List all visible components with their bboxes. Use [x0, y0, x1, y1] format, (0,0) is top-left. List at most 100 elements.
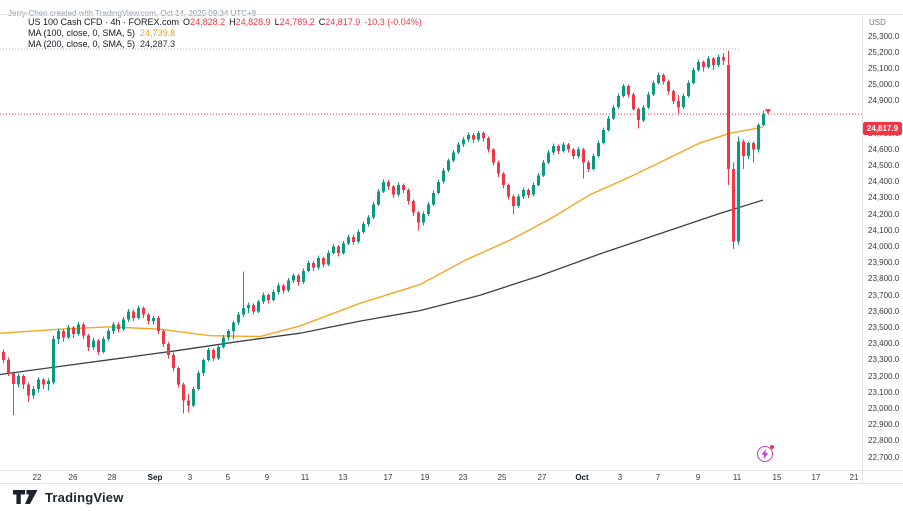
ma200-legend-row[interactable]: MA (200, close, 0, SMA, 5) 24,287.3	[28, 39, 422, 50]
candle-body	[737, 141, 740, 242]
candle-body	[592, 155, 595, 169]
time-axis[interactable]: 22 26 28 Sep 3 5 9 11 13 17 19 23 25 27 Oct 3 7 9 11 15 17 21	[0, 470, 903, 483]
price-tick-label: 23,500.0	[868, 323, 900, 333]
candle-body	[377, 191, 380, 205]
candle-body	[697, 61, 700, 70]
ma200-label: MA (200, close, 0, SMA, 5)	[28, 39, 136, 49]
candle-body	[82, 324, 85, 336]
price-tick-label: 23,800.0	[868, 274, 900, 284]
candle-body	[482, 133, 485, 139]
candle-body	[762, 114, 765, 126]
price-tick-label: 23,200.0	[868, 371, 900, 381]
candle-body	[257, 301, 260, 312]
price-tick-label: 25,300.0	[868, 31, 900, 41]
candle-body	[272, 291, 275, 300]
time-tick-label: 27	[537, 473, 547, 482]
candle-body	[442, 170, 445, 182]
candle-body	[337, 246, 340, 254]
candle-body	[382, 181, 385, 192]
open-value: 24,828.2	[190, 17, 226, 27]
candle-body	[342, 243, 345, 253]
candle-body	[307, 262, 310, 271]
last-bar-marker	[765, 109, 771, 115]
candle-body	[552, 146, 555, 153]
price-tick-label: 22,900.0	[868, 420, 900, 430]
candle-body	[397, 185, 400, 195]
candle-body	[472, 134, 475, 140]
candle-body	[427, 204, 430, 215]
candle-body	[37, 379, 40, 390]
ma200-value: 24,287.3	[140, 39, 176, 49]
candle-body	[172, 355, 175, 369]
candle-body	[672, 91, 675, 101]
candle-body	[62, 330, 65, 338]
candle-body	[587, 162, 590, 169]
chart-area[interactable]: US 100 Cash CFD · 4h · FOREX.com O24,828.…	[0, 14, 903, 484]
low-value: 24,789.2	[279, 17, 315, 27]
candle-body	[602, 129, 605, 143]
candle-body	[267, 295, 270, 301]
candle-body	[182, 384, 185, 401]
candle-body	[92, 340, 95, 347]
candle-body	[157, 317, 160, 331]
price-tick-label: 24,000.0	[868, 242, 900, 252]
time-tick-label: 19	[420, 473, 430, 482]
candle-body	[537, 175, 540, 185]
candle-body	[722, 57, 725, 61]
candle-body	[117, 324, 120, 330]
time-tick-label: 5	[225, 473, 231, 482]
candle-body	[52, 338, 55, 383]
candlestick-chart[interactable]	[0, 15, 903, 471]
candle-body	[47, 381, 50, 385]
candle-body	[57, 330, 60, 339]
symbol-title[interactable]: US 100 Cash CFD · 4h · FOREX.com	[28, 17, 180, 27]
candle-body	[132, 311, 135, 318]
time-tick-label: 3	[187, 473, 193, 482]
tradingview-brand-text[interactable]: TradingView	[45, 490, 124, 505]
close-label: C	[318, 17, 326, 27]
tradingview-logo-icon[interactable]	[13, 490, 38, 505]
notification-dot	[770, 445, 774, 449]
time-tick-label: 11	[732, 473, 742, 482]
price-axis[interactable]: USD 25,300.0 25,200.0 25,100.0 25,000.0 24,9…	[862, 15, 903, 484]
candle-body	[612, 107, 615, 119]
candle-body	[457, 144, 460, 153]
high-value: 24,828.9	[235, 17, 271, 27]
candle-body	[362, 223, 365, 232]
flash-event-icon[interactable]	[757, 445, 774, 462]
candle-body	[222, 337, 225, 347]
candle-body	[712, 58, 715, 66]
low-label: L	[274, 17, 280, 27]
candle-body	[232, 322, 235, 331]
candle-body	[492, 149, 495, 163]
candle-body	[562, 144, 565, 151]
ma100-legend-row[interactable]: MA (100, close, 0, SMA, 5) 24,739.8	[28, 28, 422, 39]
candle-body	[462, 139, 465, 145]
time-tick-label: 7	[655, 473, 661, 482]
price-tick-label: 25,200.0	[868, 47, 900, 57]
candle-body	[2, 351, 5, 360]
candle-body	[242, 308, 245, 315]
candle-body	[72, 327, 75, 335]
candle-body	[527, 189, 530, 195]
candle-body	[512, 196, 515, 207]
candle-body	[477, 133, 480, 140]
candle-body	[262, 295, 265, 302]
time-tick-label: Oct	[575, 473, 589, 482]
price-tick-label: 23,700.0	[868, 290, 900, 300]
symbol-legend-row[interactable]: US 100 Cash CFD · 4h · FOREX.com O24,828.…	[28, 17, 422, 28]
candle-body	[417, 212, 420, 223]
time-tick-label: 22	[32, 473, 42, 482]
candle-body	[367, 217, 370, 224]
candle-body	[647, 94, 650, 108]
candle-body	[497, 162, 500, 174]
candle-body	[567, 144, 570, 150]
candle-body	[557, 146, 560, 151]
candle-body	[637, 108, 640, 121]
candle-body	[87, 335, 90, 347]
candle-body	[627, 86, 630, 95]
ma100-label: MA (100, close, 0, SMA, 5)	[28, 28, 136, 38]
candle-body	[112, 324, 115, 331]
candle-body	[12, 372, 15, 385]
time-tick-label: Sep	[147, 473, 163, 482]
